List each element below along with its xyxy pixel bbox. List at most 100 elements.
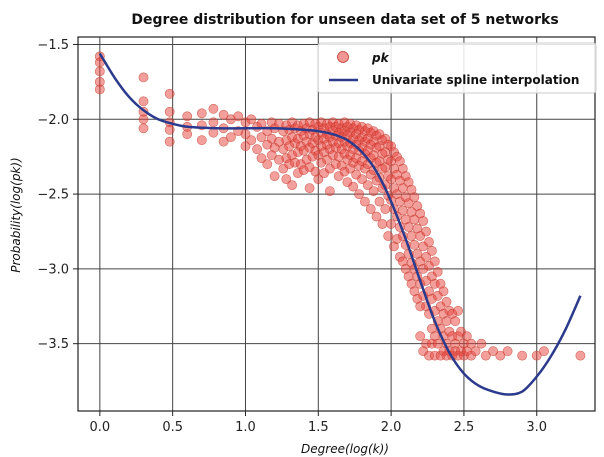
scatter-point (94, 84, 105, 95)
scatter-point (196, 135, 207, 146)
scatter-point (138, 72, 149, 83)
scatter-point (539, 346, 549, 357)
scatter-point (432, 266, 443, 277)
scatter-point (94, 66, 105, 77)
axis-ticks: 0.0 0.5 1.0 1.5 2.0 2.5 3.0 −1.5 −2.0 −2.5 −3.0 −3.… (37, 38, 547, 435)
scatter-point (441, 296, 452, 307)
spline-line (98, 52, 582, 396)
scatter-point (531, 350, 542, 361)
scatter-point (432, 338, 443, 349)
scatter-point (397, 205, 408, 216)
scatter-point (164, 106, 175, 117)
scatter-point (406, 231, 417, 241)
scatter-point (218, 109, 229, 120)
scatter-point (415, 331, 426, 342)
y-tick-label: −2.5 (37, 188, 69, 203)
scatter-point (182, 111, 193, 122)
scatter-point (246, 135, 257, 146)
scatter-point (365, 204, 376, 214)
scatter-point (502, 346, 513, 357)
scatter-point (421, 251, 431, 262)
scatter-point (517, 350, 528, 361)
y-tick-label: −3.0 (37, 262, 69, 277)
y-tick-label: −3.5 (37, 337, 69, 352)
scatter-point (359, 196, 370, 207)
scatter-series (94, 51, 586, 361)
legend-label-spline: Univariate spline interpolation (372, 73, 579, 87)
x-tick-label: 2.5 (454, 420, 475, 435)
scatter-point (348, 181, 359, 192)
scatter-point (426, 245, 437, 256)
y-tick-label: −1.5 (37, 38, 69, 53)
scatter-point (575, 350, 586, 361)
scatter-point (138, 114, 149, 125)
legend-label-pk: pk (371, 51, 390, 65)
scatter-point (380, 204, 391, 214)
y-tick-label: −2.0 (37, 113, 69, 128)
scatter-point (357, 174, 367, 184)
scatter-point (470, 346, 481, 357)
scatter-point (461, 331, 472, 342)
x-tick-label: 2.0 (381, 420, 402, 435)
scatter-point (246, 114, 257, 125)
scatter-point (403, 222, 414, 232)
scatter-point (240, 129, 251, 140)
scatter-point (450, 316, 461, 327)
scatter-point (495, 350, 506, 361)
scatter-point (252, 144, 262, 155)
scatter-point (182, 129, 193, 140)
scatter-point (374, 196, 385, 207)
x-tick-label: 1.0 (235, 420, 256, 435)
scatter-point (421, 226, 431, 237)
scatter-point (313, 174, 324, 184)
scatter-point (466, 338, 477, 349)
scatter-point (262, 159, 273, 170)
scatter-point (269, 171, 280, 181)
scatter-point (438, 286, 449, 297)
scatter-point (196, 108, 207, 119)
scatter-point (138, 123, 149, 134)
scatter-point (480, 350, 491, 361)
x-axis-label: Degree(log(k)) (301, 442, 389, 456)
scatter-point (362, 180, 373, 190)
scatter-point (368, 186, 379, 196)
legend: pk Univariate spline interpolation (317, 42, 597, 94)
scatter-point (441, 316, 452, 327)
scatter-point (377, 219, 388, 229)
scatter-point (225, 132, 236, 143)
scatter-point (453, 305, 463, 316)
scatter-point (409, 239, 420, 250)
scatter-point (304, 183, 315, 193)
scatter-point (424, 237, 434, 247)
scatter-point (281, 174, 292, 184)
scatter-point (138, 96, 149, 107)
scatter-point (371, 211, 382, 222)
scatter-point (233, 111, 244, 122)
legend-scatter-marker (337, 51, 349, 63)
scatter-point (324, 186, 335, 196)
scatter-point (476, 338, 487, 349)
x-tick-label: 1.5 (308, 420, 329, 435)
scatter-point (164, 88, 175, 99)
scatter-point (418, 216, 429, 226)
scatter-point (164, 124, 175, 135)
scatter-point (409, 192, 420, 202)
scatter-point (429, 256, 440, 267)
scatter-point (386, 219, 396, 229)
x-tick-label: 3.0 (526, 420, 547, 435)
scatter-point (208, 103, 219, 114)
scatter-point (240, 141, 251, 152)
scatter-point (287, 180, 297, 190)
scatter-point (208, 117, 219, 128)
scatter-point (218, 136, 229, 147)
y-axis-label: Probability(log(pk)) (9, 157, 23, 273)
x-tick-label: 0.0 (90, 420, 111, 435)
scatter-point (256, 153, 267, 164)
scatter-point (383, 231, 394, 241)
scatter-point (256, 132, 267, 143)
scatter-point (164, 136, 175, 147)
plot-frame (77, 36, 596, 412)
scatter-point (488, 346, 498, 357)
scatter-point (354, 189, 364, 199)
